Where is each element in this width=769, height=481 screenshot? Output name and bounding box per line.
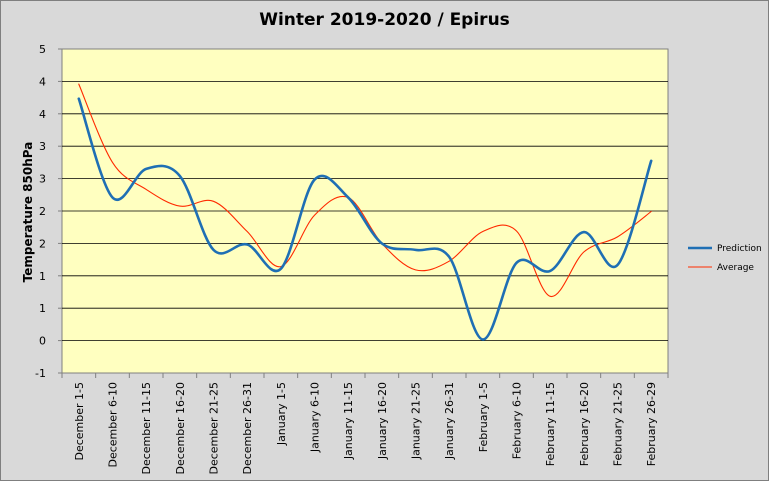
x-tick-label: December 11-15 (140, 382, 153, 475)
x-tick-label: January 16-20 (376, 382, 389, 460)
x-tick-label: January 11-15 (342, 382, 355, 460)
y-tick-label: 2 (39, 205, 46, 218)
x-tick-label: January 1-5 (275, 382, 288, 446)
x-tick-label: February 26-29 (645, 382, 658, 466)
x-tick-label: December 21-25 (208, 382, 221, 475)
y-tick-label: 3 (39, 140, 46, 153)
y-tick-label: 4 (39, 108, 46, 121)
y-tick-label: 1 (39, 302, 46, 315)
y-tick-label: -1 (35, 367, 46, 380)
series-line-average (78, 83, 652, 297)
x-tick-label: February 16-20 (578, 382, 591, 466)
legend: Prediction Average (688, 244, 762, 273)
x-tick-label: December 26-31 (241, 382, 254, 475)
y-tick-label: 0 (39, 335, 46, 348)
y-tick-label: 5 (39, 43, 46, 56)
legend-label-prediction: Prediction (717, 244, 762, 254)
x-tick-label: February 6-10 (511, 382, 524, 459)
x-tick-label: December 6-10 (107, 382, 120, 468)
gridlines (62, 81, 668, 342)
y-tick-label: 2 (39, 237, 46, 250)
x-tick-label: December 16-20 (174, 382, 187, 475)
y-tick-label: 4 (39, 75, 46, 88)
legend-label-average: Average (717, 263, 754, 273)
chart-title: Winter 2019-2020 / Epirus (259, 10, 510, 30)
x-tick-label: January 26-31 (443, 382, 456, 460)
y-axis-ticks: -1 0 1 1 2 2 3 3 4 4 5 (35, 43, 62, 380)
x-tick-label: December 1-5 (73, 382, 86, 461)
y-tick-label: 3 (39, 173, 46, 186)
y-tick-label: 1 (39, 270, 46, 283)
x-tick-label: February 1-5 (477, 382, 490, 452)
x-tick-label: February 11-15 (544, 382, 557, 466)
x-tick-label: February 21-25 (612, 382, 625, 466)
series-line-prediction (77, 97, 653, 341)
x-tick-label: January 6-10 (309, 382, 322, 453)
x-tick-label: January 21-25 (410, 382, 423, 460)
x-axis-ticks: December 1-5 December 6-10 December 11-15 D… (61, 373, 669, 475)
series-lines (77, 83, 653, 341)
